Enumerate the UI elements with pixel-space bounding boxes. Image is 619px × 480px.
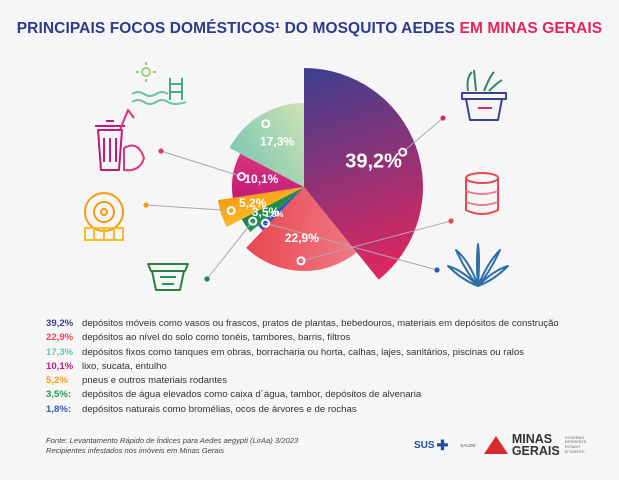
pie-slice [258, 187, 304, 231]
logos: SUS ✚ SAÚDE MINAS GERAIS GOVERNO DIFERENT… [414, 431, 587, 459]
pie-slice [217, 187, 304, 227]
pie-chart: 39,2% 22,9% 1,8%3,5%5,2% 10,1% 17,3% [84, 62, 509, 291]
tire-icon [84, 192, 124, 241]
government-slogan: GOVERNO DIFERENTE. ESTADO EFICIENTE. [565, 436, 588, 454]
legend-item: 1,8%: depósitos naturais como bromélias, … [46, 404, 606, 418]
minas-text: MINAS [511, 432, 553, 446]
legend-item: 10,1% lixo, sucata, entulho [46, 361, 606, 375]
connector-line [160, 150, 242, 177]
legend-pct: 39,2% [46, 318, 74, 329]
source-line: Recipientes infestados nos imóveis em Mi… [46, 446, 225, 455]
connector-line [402, 117, 444, 153]
sus-logo: SUS ✚ [414, 437, 449, 453]
connector-dot [143, 202, 149, 208]
saude-label: SAÚDE [460, 442, 476, 448]
connector-dot [204, 276, 210, 282]
pie-slice [229, 103, 304, 187]
connector-dot [440, 115, 446, 121]
legend-pct: 17,3% [46, 346, 74, 358]
legend-pct: 5,2% [46, 375, 68, 387]
pool-icon [131, 62, 187, 105]
slice-label: 10,1% [244, 172, 278, 186]
connector-dot [158, 148, 164, 154]
cross-icon: ✚ [436, 437, 449, 453]
legend-item: 39,2% depósitos móveis como vasos ou fras… [46, 318, 606, 332]
pie-slice [241, 187, 304, 232]
bromeliad-icon [447, 243, 509, 287]
connector-dot [434, 267, 440, 273]
legend-pct: 3,5%: [46, 389, 72, 401]
legend-text: depósitos naturais como bromélias, ocos … [82, 403, 357, 415]
connector-dot [448, 218, 454, 224]
slice-label: 3,5% [252, 205, 280, 219]
legend-pct: 22,9% [46, 332, 74, 344]
slogan-line: EFICIENTE. [564, 449, 586, 454]
slice-marker [398, 147, 408, 157]
minas-triangle-icon [483, 436, 508, 454]
connector-line [145, 204, 232, 212]
title-main: PRINCIPAIS FOCOS DOMÉSTICOS¹ DO MOSQUITO… [16, 20, 456, 37]
slice-marker [261, 119, 271, 129]
barrel-icon [465, 172, 499, 215]
legend-item: 17,3% depósitos fixos como tanques em obr… [46, 347, 606, 361]
water-tank-icon [147, 263, 189, 291]
legend-text: lixo, sucata, entulho [82, 360, 167, 372]
legend-text: depósitos de água elevados como caixa d´… [82, 389, 422, 401]
title-highlight: EM MINAS GERAIS [459, 20, 603, 37]
connector-line [206, 220, 254, 280]
connector-line [300, 220, 452, 262]
gerais-text: GERAIS [511, 444, 560, 458]
slice-marker [226, 206, 236, 216]
slogan-line: DIFERENTE. [564, 440, 588, 445]
legend-item: 3,5%: depósitos de água elevados como cai… [46, 389, 606, 403]
legend-pct: 10,1% [46, 360, 74, 372]
slice-marker [248, 216, 258, 226]
slice-label: 17,3% [260, 135, 294, 149]
legend-item: 5,2% pneus e outros materiais rodantes [46, 375, 606, 389]
pie-slice [304, 68, 424, 280]
slogan-line: GOVERNO [564, 435, 585, 440]
slice-label: 22,9% [285, 231, 319, 245]
pie-slice [246, 187, 357, 271]
connector-line [265, 222, 438, 271]
slice-label: 39,2% [345, 151, 402, 173]
sus-text: SUS [414, 439, 435, 451]
minas-gerais-logo: MINAS GERAIS [511, 432, 560, 458]
slogan-line: ESTADO [564, 445, 581, 449]
pie-slice [232, 153, 304, 198]
slice-marker [296, 256, 306, 266]
legend: 39,2% depósitos móveis como vasos ou fras… [46, 318, 606, 418]
potted-plant-icon [461, 69, 507, 121]
legend-pct: 1,8%: [46, 403, 72, 415]
source-note: Fonte: Levantamento Rápido de Índices pa… [46, 436, 298, 456]
slice-label: 5,2% [239, 196, 267, 210]
slice-marker [261, 218, 271, 228]
trash-icon [95, 109, 145, 172]
legend-text: depósitos ao nível do solo como tonéis, … [82, 332, 351, 344]
chart-title: PRINCIPAIS FOCOS DOMÉSTICOS¹ DO MOSQUITO… [0, 20, 619, 38]
legend-text: depósitos móveis como vasos ou frascos, … [82, 318, 559, 329]
slice-marker [237, 171, 247, 181]
legend-text: pneus e outros materiais rodantes [82, 375, 228, 387]
legend-item: 22,9% depósitos ao nível do solo como ton… [46, 332, 606, 346]
legend-text: depósitos fixos como tanques em obras, b… [82, 346, 525, 358]
source-line: Fonte: Levantamento Rápido de Índices pa… [46, 436, 299, 445]
slice-label: 1,8% [265, 210, 283, 219]
